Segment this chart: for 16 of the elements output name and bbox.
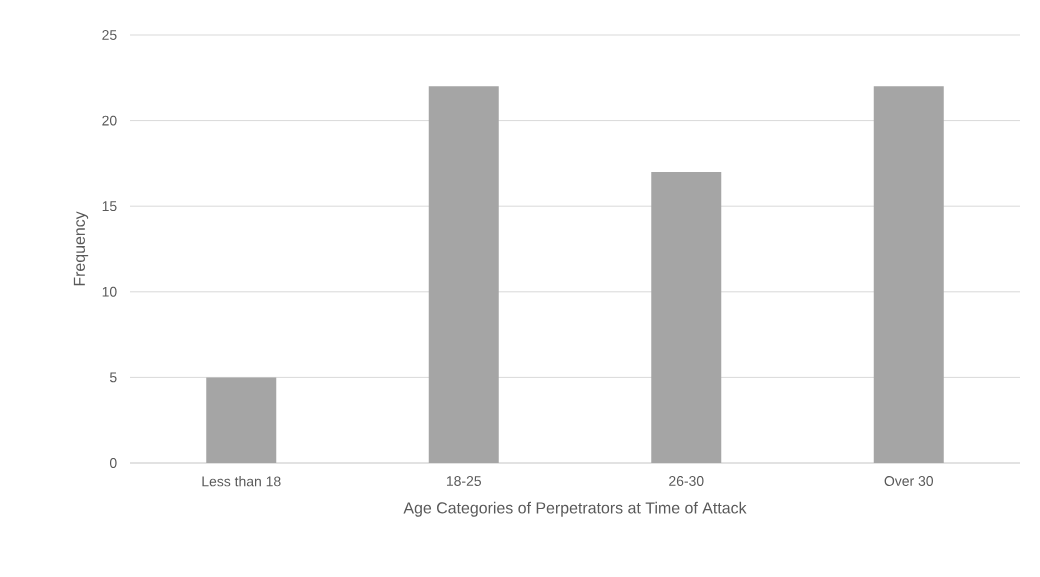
x-axis-title: Age Categories of Perpetrators at Time of Attack [403,501,747,517]
x-tick-label: Less than 18 [202,476,281,487]
x-tick-label: 18-25 [446,476,481,486]
y-tick-label: 25 [102,30,117,40]
x-tick-label: Over 30 [884,476,934,486]
x-tick-label: 26-30 [669,476,704,486]
bar [206,377,277,463]
y-tick-label: 20 [102,115,117,126]
bar [873,86,944,463]
y-tick-label: 5 [109,372,117,383]
y-tick-label: 10 [102,286,117,297]
y-tick-label: 0 [109,458,117,468]
y-axis-title: Frequency [73,211,89,286]
bar [428,86,499,463]
bar [651,171,722,463]
y-tick-label: 15 [102,201,117,212]
